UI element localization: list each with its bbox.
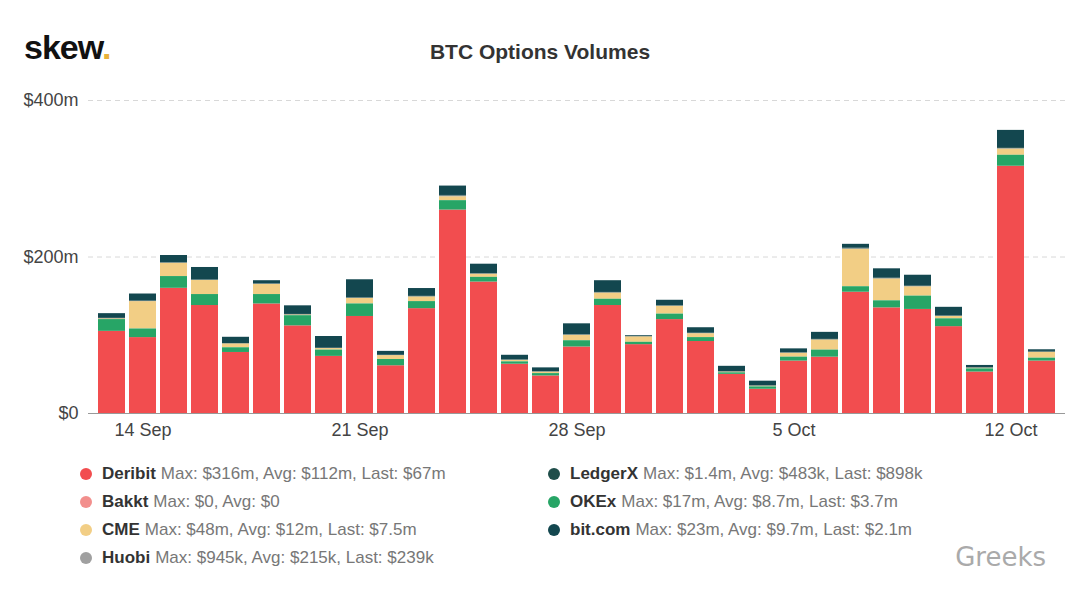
svg-text:12 Oct: 12 Oct xyxy=(984,420,1037,440)
html-text:bit.com Max: $23m, Avg: $9.7m,: bit.com Max: $23m, Avg: $9.7m, Last: $2.… xyxy=(570,520,912,539)
svg-text:$0: $0 xyxy=(58,403,78,423)
html-text:Bakkt Max: $0, Avg: $0: Bakkt Max: $0, Avg: $0 xyxy=(102,492,280,511)
svg-text:5 Oct: 5 Oct xyxy=(772,420,815,440)
html-text:Greeks: Greeks xyxy=(955,542,1046,572)
html-text:LedgerX Max: $1.4m, Avg: $483k: LedgerX Max: $1.4m, Avg: $483k, Last: $8… xyxy=(570,464,923,483)
svg-text:$200m: $200m xyxy=(23,247,78,267)
html-text:Huobi Max: $945k, Avg: $215k,: Huobi Max: $945k, Avg: $215k, Last: $239… xyxy=(102,548,434,567)
svg-text:28 Sep: 28 Sep xyxy=(548,420,605,440)
html-text:OKEx Max: $17m, Avg: $8.7m, La: OKEx Max: $17m, Avg: $8.7m, Last: $3.7m xyxy=(570,492,898,511)
svg-text:$400m: $400m xyxy=(23,90,78,110)
svg-text:14 Sep: 14 Sep xyxy=(114,420,171,440)
html-text:CME Max: $48m, Avg: $12m, Last: CME Max: $48m, Avg: $12m, Last: $7.5m xyxy=(102,520,417,539)
html-text:skew.: skew. xyxy=(24,28,111,66)
html-text:BTC Options Volumes: BTC Options Volumes xyxy=(429,40,651,63)
html-text:Deribit Max: $316m, Avg: $112m: Deribit Max: $316m, Avg: $112m, Last: $6… xyxy=(102,464,446,483)
svg-text:21 Sep: 21 Sep xyxy=(331,420,388,440)
